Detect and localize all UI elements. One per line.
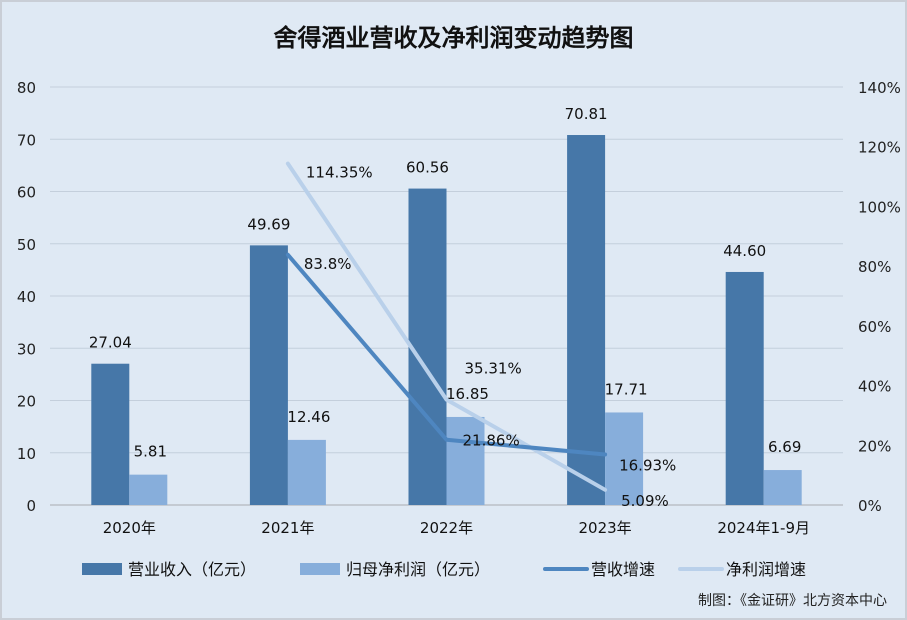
data-label: 60.56 — [406, 159, 449, 177]
y-tick-label: 80 — [17, 79, 36, 97]
y2-tick-label: 60% — [858, 318, 891, 336]
data-label: 83.8% — [304, 255, 352, 273]
bar-revenue — [408, 188, 447, 505]
x-tick-label: 2023年 — [579, 519, 632, 537]
x-tick-label: 2024年1-9月 — [717, 519, 810, 537]
y-tick-label: 10 — [17, 445, 36, 463]
bar-revenue — [567, 135, 606, 505]
data-label: 5.09% — [621, 492, 669, 510]
data-label: 21.86% — [463, 432, 520, 450]
y-tick-label: 70 — [17, 131, 36, 149]
legend-swatch — [82, 563, 122, 575]
y2-tick-label: 40% — [858, 378, 891, 396]
bar-net-profit — [129, 474, 168, 505]
bar-net-profit — [763, 470, 802, 505]
y2-tick-label: 100% — [858, 198, 901, 216]
x-tick-label: 2021年 — [261, 519, 314, 537]
data-label: 49.69 — [247, 215, 290, 233]
data-label: 27.04 — [89, 334, 132, 352]
bar-net-profit — [605, 412, 644, 505]
legend-label: 归母净利润（亿元） — [346, 560, 490, 579]
y-tick-label: 60 — [17, 184, 36, 202]
chart-title: 舍得酒业营收及净利润变动趋势图 — [273, 24, 634, 52]
y2-tick-label: 140% — [858, 79, 901, 97]
y-tick-label: 50 — [17, 236, 36, 254]
data-label: 6.69 — [768, 438, 801, 456]
legend-swatch — [300, 563, 340, 575]
bar-revenue — [91, 363, 130, 505]
data-label: 16.93% — [619, 456, 676, 474]
data-label: 17.71 — [605, 380, 648, 398]
line-profit-growth — [285, 161, 608, 492]
y-tick-label: 30 — [17, 340, 36, 358]
data-label: 114.35% — [306, 164, 373, 182]
source-note: 制图：《金证研》北方资本中心 — [698, 593, 887, 609]
y2-tick-label: 80% — [858, 258, 891, 276]
y-tick-label: 40 — [17, 288, 36, 306]
x-tick-label: 2022年 — [420, 519, 473, 537]
legend-label: 营业收入（亿元） — [128, 560, 256, 579]
data-label: 44.60 — [723, 242, 766, 260]
line-revenue-growth — [285, 252, 608, 457]
y2-tick-label: 0% — [858, 497, 882, 515]
data-label: 16.85 — [446, 385, 489, 403]
bar-revenue — [249, 245, 288, 505]
x-tick-label: 2020年 — [103, 519, 156, 537]
data-label: 12.46 — [287, 408, 330, 426]
y2-tick-label: 120% — [858, 139, 901, 157]
bar-net-profit — [446, 416, 485, 505]
bar-revenue — [725, 271, 764, 505]
y-tick-label: 0 — [26, 497, 36, 515]
legend-label: 营收增速 — [591, 560, 655, 579]
bar-net-profit — [287, 439, 326, 505]
legend-label: 净利润增速 — [726, 560, 806, 579]
data-label: 5.81 — [134, 443, 167, 461]
data-label: 70.81 — [565, 105, 608, 123]
y-tick-label: 20 — [17, 393, 36, 411]
y2-tick-label: 20% — [858, 437, 891, 455]
data-label: 35.31% — [465, 360, 522, 378]
